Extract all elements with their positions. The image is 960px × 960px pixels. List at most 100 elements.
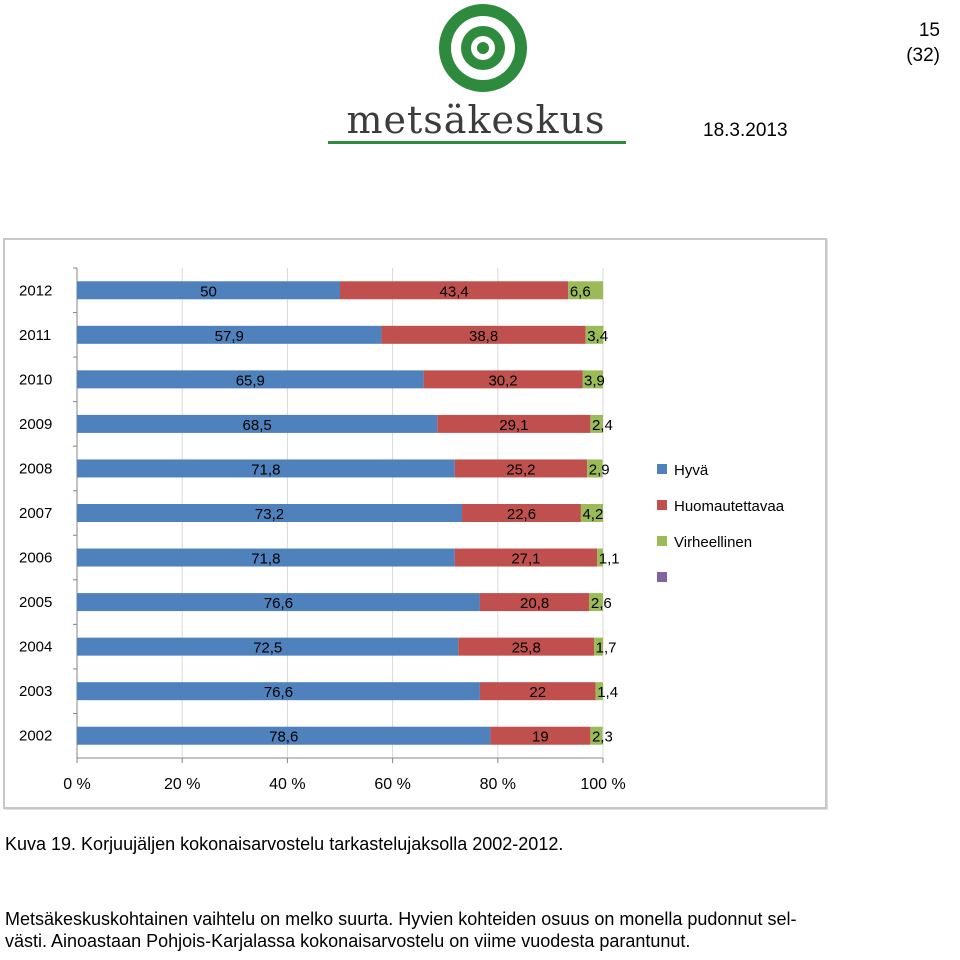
category-label: 2012 bbox=[19, 282, 52, 299]
category-label: 2005 bbox=[19, 594, 52, 611]
data-label: 43,4 bbox=[440, 283, 469, 300]
data-label: 71,8 bbox=[251, 461, 280, 478]
data-label: 73,2 bbox=[255, 506, 284, 523]
data-label: 22 bbox=[529, 684, 546, 701]
bar-segment-virheellinen bbox=[585, 325, 604, 344]
bar-segment-hyvä bbox=[77, 459, 455, 478]
data-label: 30,2 bbox=[488, 372, 517, 389]
bar-segment-hyvä bbox=[77, 370, 424, 389]
category-label: 2006 bbox=[19, 550, 52, 567]
data-label: 2,9 bbox=[589, 461, 610, 478]
legend-label: Hyvä bbox=[674, 462, 709, 479]
stacked-bar-chart: 0 % 20 % 40 % 60 % 80 % 100 % 2012 50 43,4 6,6 201… bbox=[3, 238, 827, 809]
bar-segment-virheellinen bbox=[597, 548, 603, 567]
body-paragraph: Metsäkeskuskohtainen vaihtelu on melko s… bbox=[5, 908, 957, 952]
bar-segment-virheellinen bbox=[590, 726, 603, 745]
figure-caption: Kuva 19. Korjuujäljen kokonaisarvostelu … bbox=[5, 834, 564, 854]
bar-segment-huomautettavaa bbox=[454, 548, 598, 567]
page-current: 15 bbox=[918, 20, 940, 41]
document-date: 18.3.2013 bbox=[703, 120, 788, 141]
data-label: 22,6 bbox=[507, 506, 536, 523]
category-label: 2008 bbox=[19, 460, 52, 477]
bar-segment-huomautettavaa bbox=[437, 414, 591, 433]
x-tick-label: 60 % bbox=[374, 776, 410, 793]
bar-segment-virheellinen bbox=[580, 504, 603, 522]
data-label: 1,7 bbox=[596, 640, 617, 657]
x-tick-label: 0 % bbox=[63, 776, 91, 793]
data-label: 38,8 bbox=[469, 328, 498, 345]
bar-segment-virheellinen bbox=[582, 370, 603, 389]
bar-segment-huomautettavaa bbox=[490, 726, 591, 745]
bar-segment-hyvä bbox=[77, 504, 463, 522]
legend-swatch bbox=[657, 536, 667, 546]
data-label: 71,8 bbox=[251, 551, 280, 568]
bar-segment-huomautettavaa bbox=[454, 459, 588, 478]
data-label: 68,5 bbox=[243, 417, 272, 434]
data-label: 2,3 bbox=[592, 729, 613, 746]
data-label: 29,1 bbox=[499, 417, 528, 434]
category-label: 2002 bbox=[19, 728, 52, 745]
legend-label: Huomautettavaa bbox=[674, 498, 785, 515]
data-label: 1,4 bbox=[597, 684, 618, 701]
bar-segment-virheellinen bbox=[594, 637, 603, 656]
logo-underline bbox=[328, 141, 626, 144]
data-label: 2,4 bbox=[592, 417, 613, 434]
legend-swatch bbox=[657, 500, 667, 510]
category-label: 2004 bbox=[19, 639, 52, 656]
bar-segment-virheellinen bbox=[589, 593, 603, 612]
x-tick-label: 100 % bbox=[580, 776, 625, 793]
data-label: 3,4 bbox=[587, 328, 608, 345]
data-label: 1,1 bbox=[599, 551, 620, 568]
bar-segment-huomautettavaa bbox=[381, 325, 586, 344]
bar-segment-huomautettavaa bbox=[462, 504, 581, 522]
data-label: 2,6 bbox=[591, 595, 612, 612]
data-label: 6,6 bbox=[570, 283, 591, 300]
category-label: 2009 bbox=[19, 416, 52, 433]
bar-segment-hyvä bbox=[77, 414, 438, 433]
data-label: 19 bbox=[532, 729, 549, 746]
bar-segment-hyvä bbox=[77, 281, 340, 300]
legend-swatch bbox=[657, 464, 667, 474]
category-label: 2010 bbox=[19, 371, 52, 388]
target-icon bbox=[439, 4, 527, 92]
bar-segment-huomautettavaa bbox=[340, 281, 569, 300]
bar-segment-virheellinen bbox=[595, 682, 603, 701]
category-label: 2007 bbox=[19, 505, 52, 522]
paragraph-line-1: Metsäkeskuskohtainen vaihtelu on melko s… bbox=[5, 909, 797, 929]
x-tick-label: 80 % bbox=[480, 776, 516, 793]
data-label: 76,6 bbox=[264, 595, 293, 612]
legend-label: Virheellinen bbox=[674, 534, 752, 551]
data-label: 25,8 bbox=[512, 640, 541, 657]
bar-segment-virheellinen bbox=[587, 459, 603, 478]
data-label: 65,9 bbox=[236, 372, 265, 389]
chart-canvas: 0 % 20 % 40 % 60 % 80 % 100 % 2012 50 43,4 6,6 201… bbox=[19, 267, 785, 793]
bar-segment-virheellinen bbox=[590, 414, 603, 433]
category-label: 2011 bbox=[19, 327, 51, 344]
bar-segment-hyvä bbox=[77, 637, 459, 656]
bar-segment-hyvä bbox=[77, 548, 455, 567]
bar-segment-hyvä bbox=[77, 726, 491, 745]
legend-swatch bbox=[657, 572, 667, 582]
data-label: 3,9 bbox=[584, 372, 605, 389]
paragraph-line-2: västi. Ainoastaan Pohjois-Karjalassa kok… bbox=[5, 931, 691, 951]
data-label: 50 bbox=[200, 283, 217, 300]
x-tick-label: 40 % bbox=[269, 776, 305, 793]
bar-segment-huomautettavaa bbox=[479, 682, 596, 701]
logo-wordmark: metsäkeskus bbox=[346, 98, 606, 142]
bar-segment-virheellinen bbox=[568, 281, 603, 300]
data-label: 27,1 bbox=[511, 551, 540, 568]
page-number: 15 (32) bbox=[906, 18, 940, 68]
bar-segment-huomautettavaa bbox=[458, 637, 595, 656]
page-total: (32) bbox=[906, 45, 940, 66]
data-label: 76,6 bbox=[264, 684, 293, 701]
data-label: 57,9 bbox=[215, 328, 244, 345]
category-label: 2003 bbox=[19, 683, 52, 700]
metsakeskus-logo: metsäkeskus bbox=[326, 2, 626, 148]
data-label: 25,2 bbox=[506, 461, 535, 478]
bar-segment-hyvä bbox=[77, 682, 480, 701]
bar-segment-hyvä bbox=[77, 325, 382, 344]
bar-segment-huomautettavaa bbox=[479, 593, 590, 612]
data-label: 4,2 bbox=[582, 506, 603, 523]
data-label: 72,5 bbox=[253, 640, 282, 657]
bar-segment-hyvä bbox=[77, 593, 480, 612]
